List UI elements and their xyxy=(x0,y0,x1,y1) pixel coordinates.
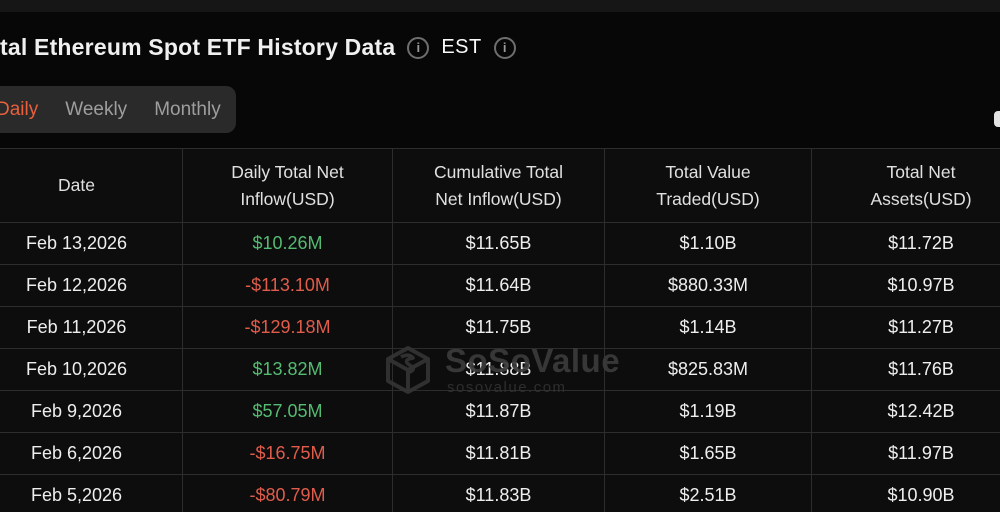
table-row: Feb 12,2026 -$113.10M $11.64B $880.33M $… xyxy=(0,264,1000,307)
table-row: Feb 13,2026 $10.26M $11.65B $1.10B $11.7… xyxy=(0,222,1000,265)
date-cell: Feb 6,2026 xyxy=(0,432,183,475)
cumulative-inflow-cell: $11.75B xyxy=(392,306,605,349)
daily-inflow-cell: $10.26M xyxy=(182,222,393,265)
value-traded-cell: $1.10B xyxy=(604,222,812,265)
interval-tab-bar: Daily Weekly Monthly xyxy=(0,86,236,133)
net-assets-cell: $11.27B xyxy=(811,306,1000,349)
table-row: Feb 11,2026 -$129.18M $11.75B $1.14B $11… xyxy=(0,306,1000,349)
cumulative-inflow-cell: $11.81B xyxy=(392,432,605,475)
col-header-cumulative-net-inflow: Cumulative Total Net Inflow(USD) xyxy=(392,148,605,223)
date-cell: Feb 10,2026 xyxy=(0,348,183,391)
table-row: Feb 5,2026 -$80.79M $11.83B $2.51B $10.9… xyxy=(0,474,1000,512)
col-header-date: Date xyxy=(0,148,183,223)
daily-inflow-cell: $57.05M xyxy=(182,390,393,433)
cumulative-inflow-cell: $11.64B xyxy=(392,264,605,307)
page-title: tal Ethereum Spot ETF History Data xyxy=(0,34,396,60)
etf-history-table-wrap: Date Daily Total Net Inflow(USD) Cumulat… xyxy=(0,148,1000,512)
date-cell: Feb 5,2026 xyxy=(0,474,183,512)
net-assets-cell: $11.76B xyxy=(811,348,1000,391)
header-row: Date Daily Total Net Inflow(USD) Cumulat… xyxy=(0,148,1000,223)
date-cell: Feb 12,2026 xyxy=(0,264,183,307)
daily-inflow-cell: -$113.10M xyxy=(182,264,393,307)
page-header: tal Ethereum Spot ETF History Data i EST… xyxy=(0,34,516,61)
table-row: Feb 9,2026 $57.05M $11.87B $1.19B $12.42… xyxy=(0,390,1000,433)
net-assets-cell: $12.42B xyxy=(811,390,1000,433)
value-traded-cell: $1.19B xyxy=(604,390,812,433)
right-edge-partial-button[interactable] xyxy=(994,111,1000,127)
date-cell: Feb 9,2026 xyxy=(0,390,183,433)
cumulative-inflow-cell: $11.87B xyxy=(392,390,605,433)
date-cell: Feb 13,2026 xyxy=(0,222,183,265)
col-header-daily-net-inflow: Daily Total Net Inflow(USD) xyxy=(182,148,393,223)
col-header-net-assets: Total Net Assets(USD) xyxy=(811,148,1000,223)
cumulative-inflow-cell: $11.88B xyxy=(392,348,605,391)
net-assets-cell: $10.97B xyxy=(811,264,1000,307)
main-card: tal Ethereum Spot ETF History Data i EST… xyxy=(0,12,1000,512)
net-assets-cell: $11.97B xyxy=(811,432,1000,475)
daily-inflow-cell: $13.82M xyxy=(182,348,393,391)
date-cell: Feb 11,2026 xyxy=(0,306,183,349)
etf-history-table: Date Daily Total Net Inflow(USD) Cumulat… xyxy=(0,148,1000,512)
tab-daily[interactable]: Daily xyxy=(0,99,38,121)
col-header-value-traded: Total Value Traded(USD) xyxy=(604,148,812,223)
tab-monthly[interactable]: Monthly xyxy=(154,98,221,120)
cumulative-inflow-cell: $11.65B xyxy=(392,222,605,265)
value-traded-cell: $1.65B xyxy=(604,432,812,475)
value-traded-cell: $2.51B xyxy=(604,474,812,512)
value-traded-cell: $1.14B xyxy=(604,306,812,349)
cumulative-inflow-cell: $11.83B xyxy=(392,474,605,512)
title-info-icon[interactable]: i xyxy=(407,36,430,59)
daily-inflow-cell: -$80.79M xyxy=(182,474,393,512)
table-row: Feb 10,2026 $13.82M $11.88B $825.83M $11… xyxy=(0,348,1000,391)
timezone-info-icon[interactable]: i xyxy=(493,36,516,59)
timezone-label: EST xyxy=(441,36,482,58)
net-assets-cell: $10.90B xyxy=(811,474,1000,512)
daily-inflow-cell: -$16.75M xyxy=(182,432,393,475)
value-traded-cell: $825.83M xyxy=(604,348,812,391)
value-traded-cell: $880.33M xyxy=(604,264,812,307)
table-row: Feb 6,2026 -$16.75M $11.81B $1.65B $11.9… xyxy=(0,432,1000,475)
net-assets-cell: $11.72B xyxy=(811,222,1000,265)
tab-weekly[interactable]: Weekly xyxy=(65,98,128,120)
daily-inflow-cell: -$129.18M xyxy=(182,306,393,349)
